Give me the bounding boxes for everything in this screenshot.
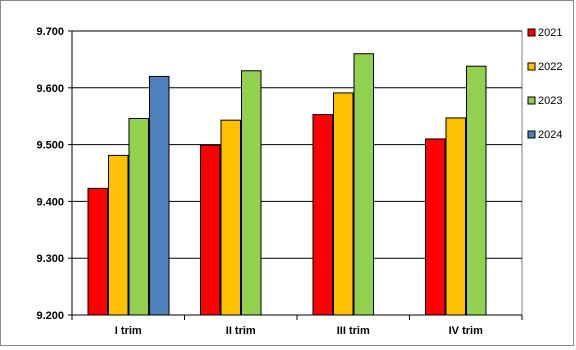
x-tick-label: II trim (226, 325, 256, 337)
bar-2021-1 (200, 144, 221, 316)
y-axis: 9.200 9.300 9.400 9.500 9.600 9.700 (36, 26, 73, 322)
bar-2022-1 (220, 119, 241, 316)
legend-swatch-2024 (527, 130, 536, 139)
bar-2024-0 (149, 75, 170, 316)
bar-2023-0 (128, 117, 149, 316)
legend-swatch-2022 (527, 62, 536, 71)
bar-2021-3 (425, 138, 446, 316)
bar-2023-2 (353, 53, 374, 316)
x-tick-label: IV trim (449, 325, 483, 337)
y-tick-label: 9.700 (36, 26, 64, 38)
legend-label-2023: 2023 (538, 95, 562, 107)
bar-2021-2 (312, 113, 333, 316)
bar-2022-2 (333, 92, 354, 316)
legend-label-2024: 2024 (538, 129, 562, 141)
y-tick-label: 9.600 (36, 83, 64, 95)
y-tick-label: 9.200 (36, 310, 64, 322)
bar-2022-3 (445, 117, 466, 316)
x-tick-label: III trim (337, 325, 370, 337)
bar-2023-3 (466, 65, 487, 316)
y-tick-label: 9.500 (36, 140, 64, 152)
bar-2021-0 (87, 187, 108, 316)
y-tick-label: 9.300 (36, 253, 64, 265)
x-axis: I trim II trim III trim IV trim (71, 314, 523, 337)
legend-label-2021: 2021 (538, 27, 562, 39)
legend-label-2022: 2022 (538, 61, 562, 73)
bars (87, 53, 487, 316)
bar-2023-1 (241, 70, 262, 316)
x-tick-label: I trim (115, 325, 142, 337)
bar-2022-0 (108, 154, 129, 316)
legend-swatch-2023 (527, 96, 536, 105)
legend: 2021 2022 2023 2024 (527, 27, 562, 141)
y-tick-label: 9.400 (36, 196, 64, 208)
legend-swatch-2021 (527, 28, 536, 37)
